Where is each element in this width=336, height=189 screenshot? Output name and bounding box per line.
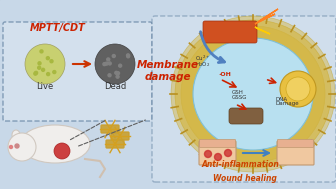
Text: DNA: DNA	[275, 97, 287, 102]
Circle shape	[127, 54, 130, 57]
Circle shape	[47, 73, 50, 76]
FancyBboxPatch shape	[199, 141, 236, 165]
FancyBboxPatch shape	[152, 16, 336, 182]
Text: GSH: GSH	[232, 90, 244, 95]
FancyBboxPatch shape	[200, 139, 236, 147]
Circle shape	[50, 60, 53, 63]
Circle shape	[108, 74, 111, 77]
Text: Cu$^{2+}$: Cu$^{2+}$	[195, 54, 210, 63]
Text: ·OH: ·OH	[218, 72, 231, 77]
Circle shape	[42, 68, 45, 71]
Text: Damage: Damage	[275, 101, 299, 106]
FancyBboxPatch shape	[3, 22, 152, 121]
FancyBboxPatch shape	[229, 108, 263, 124]
Circle shape	[214, 153, 221, 160]
Circle shape	[54, 143, 70, 159]
Text: MPTT/CDT: MPTT/CDT	[30, 23, 86, 33]
FancyBboxPatch shape	[106, 140, 124, 148]
Polygon shape	[255, 27, 270, 34]
Circle shape	[112, 54, 115, 57]
Circle shape	[205, 150, 211, 157]
Ellipse shape	[20, 125, 90, 163]
Text: Live: Live	[36, 82, 54, 91]
Circle shape	[95, 44, 135, 84]
FancyBboxPatch shape	[111, 132, 129, 140]
Ellipse shape	[193, 38, 313, 150]
Circle shape	[38, 66, 41, 69]
Circle shape	[116, 75, 119, 78]
Circle shape	[224, 149, 232, 156]
Circle shape	[53, 70, 56, 74]
Circle shape	[119, 64, 122, 67]
Polygon shape	[255, 9, 278, 24]
Circle shape	[108, 62, 111, 65]
FancyBboxPatch shape	[203, 21, 257, 43]
Circle shape	[9, 146, 12, 149]
Text: Dead: Dead	[104, 82, 126, 91]
FancyBboxPatch shape	[101, 125, 119, 133]
Text: H$_2$O$_2$: H$_2$O$_2$	[195, 60, 210, 69]
Circle shape	[117, 72, 120, 75]
Circle shape	[34, 72, 37, 75]
Circle shape	[115, 71, 118, 74]
Circle shape	[35, 71, 38, 74]
Circle shape	[105, 62, 108, 65]
Text: Anti-inflammation: Anti-inflammation	[201, 160, 279, 169]
Circle shape	[40, 50, 43, 53]
Ellipse shape	[171, 16, 335, 172]
Ellipse shape	[12, 130, 20, 140]
Circle shape	[103, 63, 106, 66]
Circle shape	[25, 44, 65, 84]
Text: GSSG: GSSG	[232, 95, 248, 100]
Text: Membrane
damage: Membrane damage	[137, 60, 199, 82]
Circle shape	[38, 62, 41, 65]
Circle shape	[127, 55, 130, 58]
Circle shape	[46, 57, 49, 60]
Circle shape	[286, 77, 310, 101]
Circle shape	[8, 133, 36, 161]
Text: Wound healing: Wound healing	[213, 174, 277, 183]
FancyBboxPatch shape	[277, 141, 314, 165]
FancyBboxPatch shape	[278, 139, 313, 147]
Ellipse shape	[181, 26, 325, 162]
Circle shape	[107, 58, 110, 61]
Circle shape	[15, 144, 19, 148]
Circle shape	[280, 71, 316, 107]
Ellipse shape	[175, 20, 331, 168]
